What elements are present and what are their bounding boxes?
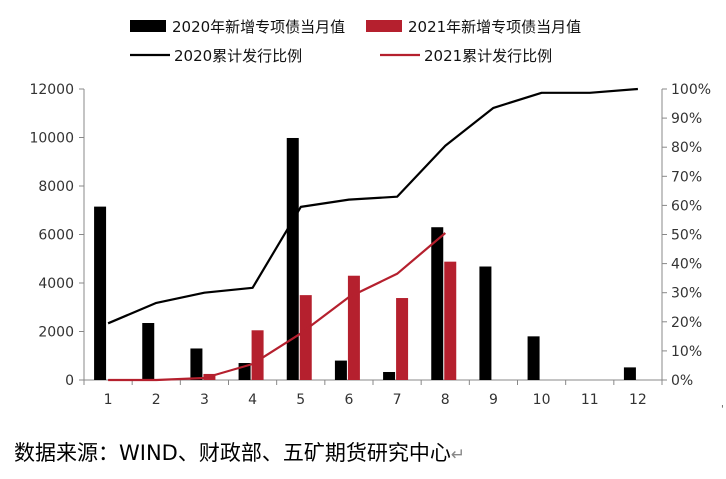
bar-2020 — [334, 360, 347, 380]
bar-2020 — [623, 367, 636, 380]
left-axis-tick-label: 0 — [65, 373, 74, 389]
legend-label: 2021年新增专项债当月值 — [408, 18, 581, 36]
bar-2021 — [251, 330, 264, 380]
legend-label: 2020年新增专项债当月值 — [172, 18, 345, 36]
bar-2020 — [190, 348, 203, 380]
x-axis-tick-label: 8 — [441, 392, 450, 408]
bar-2020 — [479, 266, 492, 380]
left-axis-tick-label: 6000 — [38, 228, 74, 244]
bar-2020 — [527, 336, 540, 380]
bar-2020 — [142, 323, 155, 380]
x-axis-tick-label: 10 — [533, 392, 551, 408]
line-2020-cumulative — [107, 87, 638, 325]
legend-swatch — [366, 20, 402, 32]
legend-label: 2020累计发行比例 — [174, 47, 302, 65]
legend-label: 2021累计发行比例 — [424, 47, 552, 65]
right-axis-tick-label: 30% — [671, 286, 702, 302]
right-axis-tick-label: 60% — [671, 198, 702, 214]
bar-2021 — [396, 298, 409, 380]
right-axis-tick-label: 40% — [671, 257, 702, 273]
right-axis-tick-label: 90% — [671, 111, 702, 127]
left-axis-tick-label: 10000 — [29, 131, 74, 147]
right-axis-tick-label: 20% — [671, 315, 702, 331]
left-axis-tick-label: 8000 — [38, 179, 74, 195]
bar-2021 — [347, 275, 360, 380]
x-axis-tick-label: 3 — [200, 392, 209, 408]
right-axis-tick-label: 80% — [671, 140, 702, 156]
right-axis-tick-label: 100% — [671, 82, 711, 98]
x-axis-tick-label: 12 — [629, 392, 647, 408]
bar-2021 — [299, 295, 312, 380]
bar-2020 — [286, 137, 299, 380]
line-2021-cumulative — [108, 232, 447, 382]
bar-2020 — [383, 371, 396, 380]
chart: 0 2000 4000 6000 8000 10000 12000 0% 10% 20% 30% 40… — [29, 18, 711, 408]
bar-2021 — [444, 261, 457, 380]
source-note: 数据来源：WIND、财政部、五矿期货研究中心↵ — [14, 437, 465, 467]
x-axis-tick-label: 1 — [104, 392, 113, 408]
x-axis-tick-label: 2 — [152, 392, 161, 408]
right-axis-tick-label: 0% — [671, 373, 693, 389]
return-mark: ↵ — [450, 445, 466, 465]
bar-2020 — [94, 206, 107, 380]
x-axis-tick-label: 11 — [581, 392, 599, 408]
x-axis-tick-label: 4 — [248, 392, 257, 408]
left-axis-tick-label: 4000 — [38, 276, 74, 292]
right-axis-tick-label: 10% — [671, 344, 702, 360]
bar-2020 — [431, 227, 444, 380]
corner-mark: ' — [721, 404, 724, 415]
left-axis-tick-label: 12000 — [29, 82, 74, 98]
x-axis-tick-label: 5 — [296, 392, 305, 408]
legend-swatch — [130, 20, 166, 32]
x-axis-tick-label: 7 — [393, 392, 402, 408]
x-axis-tick-label: 6 — [344, 392, 353, 408]
right-axis-tick-label: 70% — [671, 169, 702, 185]
right-axis-tick-label: 50% — [671, 228, 702, 244]
left-axis-tick-label: 2000 — [38, 325, 74, 341]
source-note-text: 数据来源：WIND、财政部、五矿期货研究中心 — [14, 441, 451, 465]
x-axis-tick-label: 9 — [489, 392, 498, 408]
